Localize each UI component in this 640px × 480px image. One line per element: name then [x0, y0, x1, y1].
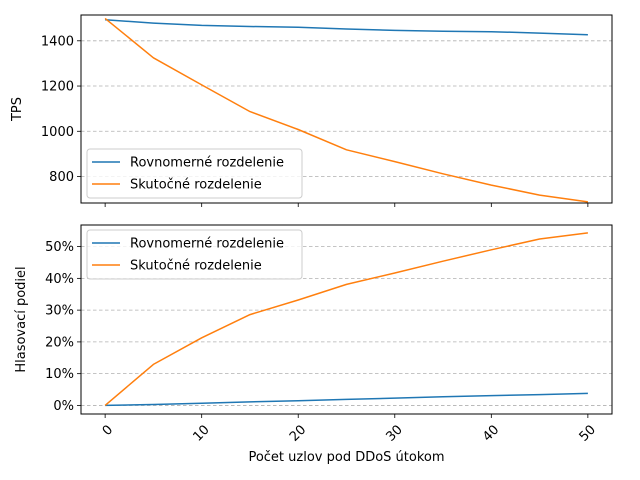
vote-share-grid	[81, 246, 612, 406]
series-line-actual	[104, 17, 589, 203]
series-line-uniform	[105, 19, 588, 36]
legend-label-uniform: Rovnomerné rozdelenie	[130, 156, 284, 171]
tps-panel: 800 1000 1200 1400 TPS Rovnomerné rozdeleni…	[10, 14, 613, 207]
vote-share-y-axis-label: Hlasovací podiel	[14, 266, 29, 372]
y-tick-label: 1400	[41, 34, 74, 49]
legend-box	[86, 229, 303, 280]
vote-share-panel: 0%10%20%30%40%50%0 10 20 30 40 50 Hlasovací p…	[14, 224, 613, 465]
series-line-actual	[104, 232, 588, 406]
legend-label-actual: Skutočné rozdelenie	[130, 259, 262, 274]
vote-share-plot-frame	[80, 224, 613, 415]
tps-grid	[81, 40, 612, 177]
x-axis-label: Počet uzlov pod DDoS útokom	[248, 450, 444, 465]
vote-share-ticks: 0%10%20%30%40%50%0 10 20 30 40 50	[45, 240, 599, 445]
y-tick-label: 10%	[45, 367, 74, 382]
y-tick-label: 800	[49, 170, 74, 185]
vote-share-series	[104, 232, 588, 407]
y-tick-label: 0%	[53, 399, 74, 414]
tps-series	[104, 17, 589, 203]
tps-ticks: 800 1000 1200 1400	[41, 34, 589, 207]
legend-box	[86, 148, 303, 199]
y-tick-label: 1000	[41, 125, 74, 140]
legend-label-actual: Skutočné rozdelenie	[130, 178, 262, 193]
vote-share-legend: Rovnomerné rozdelenie Skutočné rozdelenie	[86, 229, 303, 280]
tps-legend: Rovnomerné rozdelenie Skutočné rozdelenie	[86, 148, 303, 199]
tps-plot-frame	[80, 14, 613, 204]
y-tick-label: 50%	[45, 240, 74, 255]
y-tick-label: 20%	[45, 335, 74, 350]
y-tick-label: 30%	[45, 304, 74, 319]
y-tick-label: 1200	[41, 80, 74, 95]
series-line-uniform	[105, 392, 588, 407]
legend-label-uniform: Rovnomerné rozdelenie	[130, 237, 284, 252]
tps-y-axis-label: TPS	[10, 97, 25, 122]
y-tick-label: 40%	[45, 272, 74, 287]
